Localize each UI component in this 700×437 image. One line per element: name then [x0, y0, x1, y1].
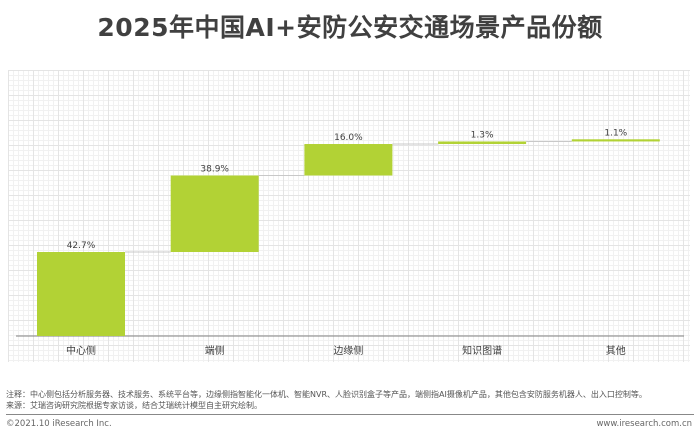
bar-4 — [438, 141, 527, 145]
chart-title: 2025年中国AI+安防公安交通场景产品份额 — [97, 13, 603, 42]
footnotes: 注释：中心侧包括分析服务器、技术服务、系统平台等，边缘侧指智能化一体机、智能NV… — [6, 389, 647, 411]
website-link[interactable]: www.iresearch.com.cn — [596, 419, 692, 429]
footer-divider — [6, 414, 694, 415]
category-label: 其他 — [606, 344, 626, 357]
data-label: 16.0% — [334, 133, 363, 143]
data-label: 1.3% — [471, 130, 494, 140]
category-label: 端侧 — [205, 344, 225, 357]
data-label: 42.7% — [67, 241, 96, 251]
bar-1 — [37, 252, 125, 336]
data-label: 1.1% — [604, 128, 627, 138]
category-label: 中心侧 — [66, 344, 96, 357]
source-text: 来源：艾瑞咨询研究院根据专家访谈，结合艾瑞统计模型自主研究绘制。 — [6, 401, 262, 410]
category-label: 边缘侧 — [333, 344, 363, 357]
data-label: 38.9% — [200, 164, 229, 174]
bar-2 — [170, 175, 259, 253]
category-label: 知识图谱 — [462, 344, 502, 357]
copyright: ©2021.10 iResearch Inc. — [6, 419, 112, 429]
bar-5 — [571, 139, 660, 142]
note-text: 注释：中心侧包括分析服务器、技术服务、系统平台等，边缘侧指智能化一体机、智能NV… — [6, 390, 647, 399]
grid-background — [8, 70, 690, 362]
bar-3 — [304, 144, 393, 176]
